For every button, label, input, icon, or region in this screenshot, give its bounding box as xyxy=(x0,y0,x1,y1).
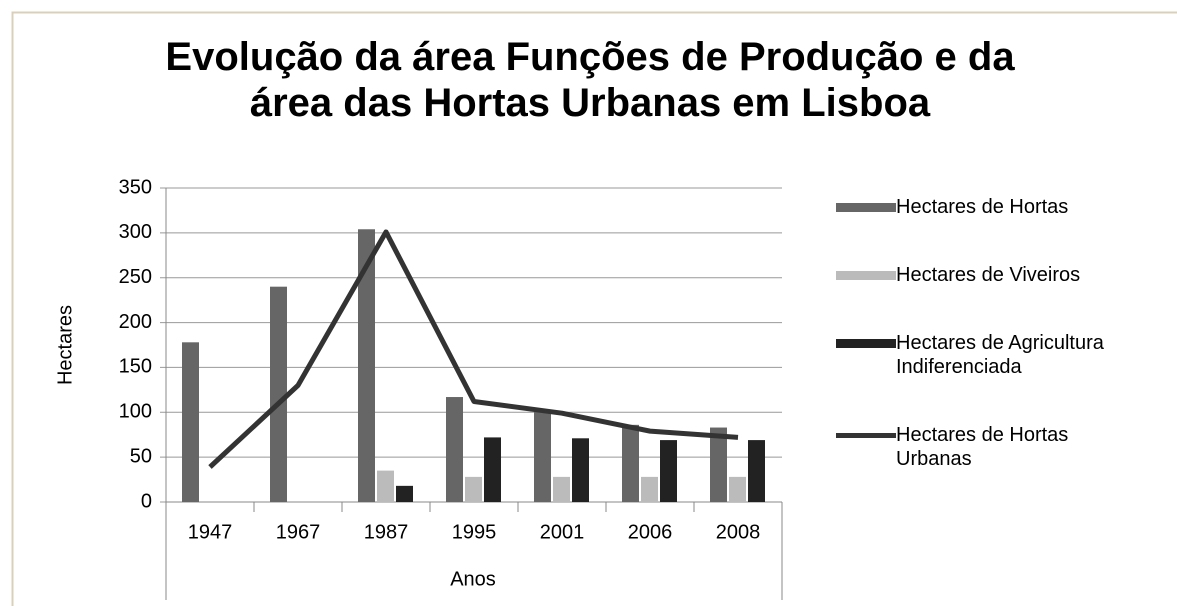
legend-entry: Hectares de Hortas xyxy=(830,195,1130,219)
x-tick-label: 2001 xyxy=(540,521,585,543)
y-axis-title: Hectares xyxy=(54,305,76,385)
x-tick-label: 1947 xyxy=(188,521,233,543)
bar xyxy=(534,409,551,502)
bar xyxy=(396,485,413,502)
y-tick-label: 100 xyxy=(119,401,152,423)
bar xyxy=(358,229,375,503)
x-axis-title: Anos xyxy=(450,568,496,590)
legend-label: Hectares de Viveiros xyxy=(896,264,1081,286)
y-tick-label: 250 xyxy=(119,266,152,288)
x-tick-label: 2006 xyxy=(628,521,673,543)
y-tick-label: 200 xyxy=(119,311,152,333)
legend-label: Hectares de Hortas Urbanas xyxy=(896,424,1069,470)
legend-entry: Hectares de Viveiros xyxy=(830,263,1130,287)
legend-swatch xyxy=(836,433,896,438)
legend: Hectares de Hortas Hectares de Viveiros He… xyxy=(830,195,1130,515)
bar xyxy=(710,427,727,502)
y-tick-label: 350 xyxy=(119,176,152,198)
y-tick-label: 150 xyxy=(119,356,152,378)
legend-entry: Hectares de Agricultura Indiferenciada xyxy=(830,331,1130,379)
legend-swatch xyxy=(836,203,896,212)
bar xyxy=(270,286,287,502)
bar xyxy=(622,424,639,502)
bar xyxy=(446,397,463,502)
bar xyxy=(484,437,501,502)
legend-swatch xyxy=(836,271,896,280)
bar xyxy=(182,342,199,502)
x-tick-label: 1995 xyxy=(452,521,497,543)
bar xyxy=(465,476,482,502)
bar xyxy=(572,438,589,502)
chart-title: Evolução da área Funções de Produção e d… xyxy=(165,35,1015,125)
x-tick-label: 1987 xyxy=(364,521,409,543)
bar xyxy=(377,470,394,502)
x-tick-label: 1967 xyxy=(276,521,321,543)
bar xyxy=(748,440,765,502)
bar xyxy=(553,476,570,502)
bar xyxy=(660,440,677,502)
line xyxy=(208,229,739,469)
y-tick-label: 0 xyxy=(141,490,152,512)
legend-entry: Hectares de Hortas Urbanas xyxy=(830,423,1130,471)
bar xyxy=(641,476,658,502)
legend-label: Hectares de Agricultura Indiferenciada xyxy=(896,332,1104,378)
legend-label: Hectares de Hortas xyxy=(896,196,1069,218)
legend-swatch xyxy=(836,339,896,348)
bar xyxy=(729,476,746,502)
y-tick-label: 300 xyxy=(119,221,152,243)
x-tick-label: 2008 xyxy=(716,521,761,543)
frame xyxy=(11,11,1177,606)
y-tick-label: 50 xyxy=(130,445,152,467)
